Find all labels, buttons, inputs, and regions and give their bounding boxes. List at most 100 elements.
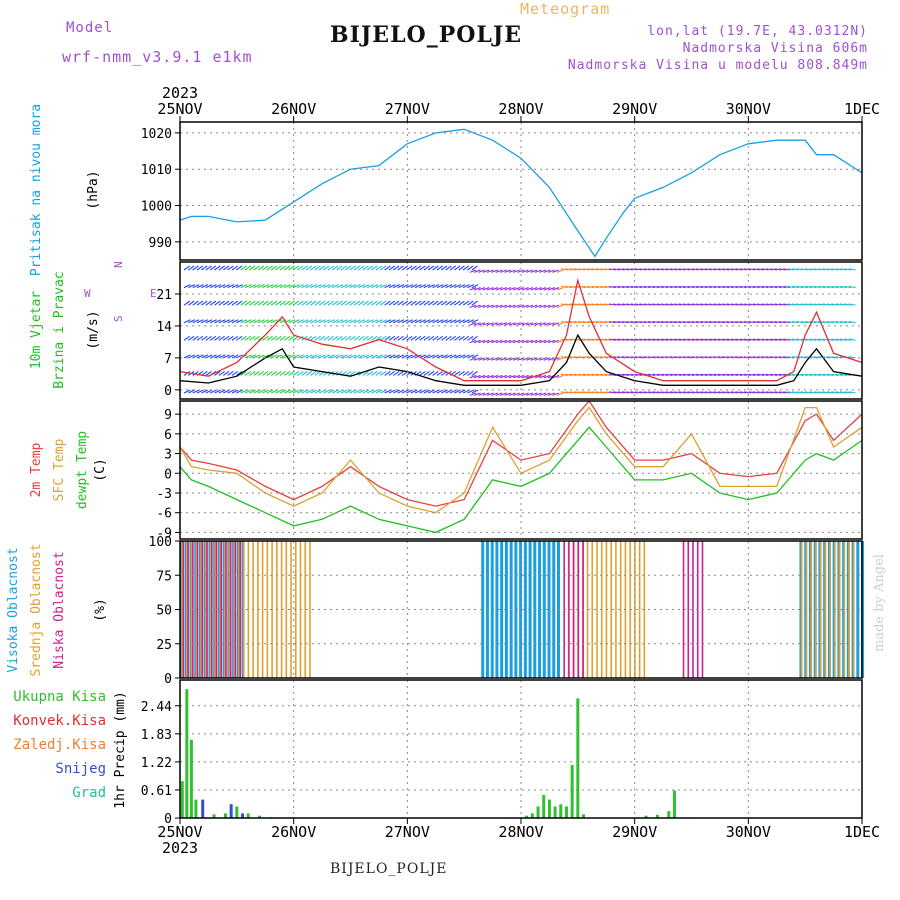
wind-barb	[201, 354, 209, 359]
wind-barb	[345, 265, 352, 271]
wind-barb	[656, 391, 664, 394]
wind-barb	[231, 354, 239, 359]
wind-barb	[214, 389, 222, 394]
wind-barb	[765, 303, 773, 306]
wind-barb	[353, 300, 361, 306]
wind-barb	[626, 320, 634, 324]
wind-barb	[600, 356, 608, 359]
wind-barb	[288, 335, 295, 341]
wind-barb	[770, 391, 778, 394]
wind-barb	[414, 389, 422, 394]
wind-barb	[687, 303, 695, 306]
wind-barb	[301, 389, 309, 394]
wind-barb	[183, 300, 191, 306]
wind-barb	[469, 392, 477, 396]
wind-barb	[397, 389, 405, 394]
wind-barb	[691, 391, 699, 394]
wind-barb	[491, 339, 499, 344]
wind-barb	[209, 335, 217, 341]
wind-barb	[423, 284, 431, 289]
wind-barb	[678, 338, 686, 341]
wind-barb	[783, 391, 791, 394]
wind-barb	[595, 303, 603, 306]
wind-barb	[397, 265, 404, 271]
wind-barb	[835, 320, 843, 324]
wind-barb	[600, 373, 608, 376]
wind-barb	[305, 284, 313, 289]
wind-barb	[722, 285, 730, 289]
wind-barb	[231, 335, 239, 341]
wind-barb	[848, 338, 856, 341]
wind-barb	[573, 338, 581, 341]
wind-barb	[327, 335, 334, 341]
wind-barb	[410, 265, 417, 271]
wind-barb	[218, 300, 225, 306]
wind-barb	[318, 335, 326, 341]
wind-barb	[530, 339, 538, 344]
wind-barb	[240, 265, 247, 271]
wind-barb	[534, 287, 542, 291]
wind-barb	[240, 389, 248, 394]
cloud-bar	[800, 541, 803, 678]
wind-barb	[388, 335, 396, 341]
wind-barb	[314, 335, 321, 341]
wind-barb	[445, 284, 453, 289]
wind-barb	[844, 391, 852, 394]
precip-legend-4: Grad	[72, 785, 106, 801]
wind-barb	[270, 389, 278, 394]
wind-barb	[735, 268, 743, 271]
wind-barb	[192, 354, 200, 359]
wind-barb	[560, 356, 568, 359]
wind-barb	[674, 338, 682, 341]
wind-barb	[253, 265, 260, 271]
wind-barb	[201, 319, 209, 324]
wind-barb	[652, 303, 660, 306]
wind-barb	[709, 373, 717, 376]
wind-barb	[449, 284, 457, 289]
wind-barb	[244, 354, 252, 359]
wind-barb	[473, 374, 481, 379]
wind-barb	[752, 338, 760, 341]
wind-barb	[656, 356, 664, 359]
wind-barb	[818, 338, 826, 341]
wind-barb	[467, 389, 475, 394]
wind-barb	[508, 357, 516, 361]
wind-barb	[796, 391, 804, 394]
wind-barb	[192, 370, 199, 376]
wind-barb	[231, 389, 239, 394]
wind-barb	[521, 269, 529, 273]
wind-barb	[362, 354, 370, 359]
wind-barb	[748, 303, 756, 306]
wind-barb	[478, 374, 486, 379]
wind-barb	[366, 284, 374, 289]
wind-barb	[249, 389, 256, 394]
wind-barb	[227, 319, 235, 324]
wind-barb	[292, 354, 300, 359]
wind-barb	[674, 356, 682, 359]
wind-barb	[674, 373, 682, 376]
wind-barb	[813, 285, 821, 289]
cloud-bar	[687, 541, 690, 678]
wind-barb	[643, 391, 651, 394]
compass-w: W	[84, 287, 91, 300]
wind-barb	[432, 265, 439, 271]
wind-barb	[301, 354, 309, 359]
wind-barb	[449, 319, 457, 324]
wind-barb	[634, 285, 643, 289]
wind-barb	[787, 338, 795, 341]
wind-barb	[787, 391, 795, 394]
wind-barb	[526, 357, 534, 361]
panel-frame: 990 1000 1010 1020	[141, 121, 863, 261]
x-tick-label-top: 1DEC	[844, 100, 880, 118]
cloud-bar	[206, 541, 208, 678]
wind-barb	[787, 320, 795, 324]
wind-barb	[432, 335, 439, 341]
wind-barb	[244, 300, 252, 306]
wind-barb	[774, 285, 782, 289]
wind-barb	[499, 374, 507, 379]
cloud-bar	[261, 541, 264, 678]
wind-barb	[266, 265, 273, 271]
y-tick-label: 0	[164, 672, 172, 687]
cloud-bar	[805, 541, 808, 678]
wind-barb	[441, 265, 448, 271]
